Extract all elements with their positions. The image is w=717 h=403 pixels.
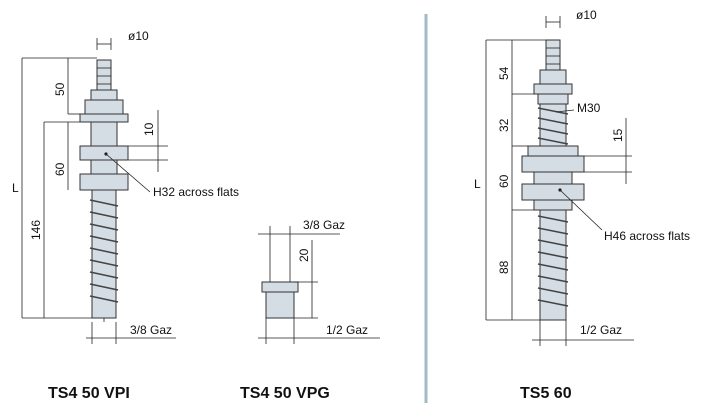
drawing-ts4-50-vpi: ø10 L 50 60 146 10 H32 across flats 3/8 … (12, 29, 239, 402)
vpi-dim-50: 50 (53, 82, 67, 96)
vpi-hose-barb (96, 59, 112, 91)
ts5-dim-32: 32 (497, 118, 511, 132)
vpi-top-nut (84, 99, 124, 115)
vpi-dim-L: L (12, 181, 19, 195)
ts5-nut-h46 (521, 183, 585, 201)
vpi-body (90, 121, 118, 147)
vpi-dim-10: 10 (142, 122, 156, 136)
ts5-dim-diameter: ø10 (576, 8, 597, 22)
ts5-lower-spring (537, 215, 569, 307)
vpi-nut-h32 (79, 145, 129, 161)
vpg-dim-bottom-thread: 1/2 Gaz (326, 323, 368, 337)
vpg-title: TS4 50 VPG (240, 385, 330, 402)
vpi-lower-nut (79, 173, 129, 191)
vpi-title: TS4 50 VPI (48, 385, 130, 402)
vpi-flats-note: H32 across flats (153, 185, 239, 199)
ts5-upper-spring (537, 107, 569, 145)
ts5-thread-note: 1/2 Gaz (580, 323, 622, 337)
drawing-ts4-50-vpg: 3/8 Gaz 20 1/2 Gaz TS4 50 VPG (240, 218, 380, 402)
ts5-dim-L: L (474, 177, 481, 191)
ts5-nut-upper (521, 155, 585, 173)
ts5-dim-15: 15 (611, 128, 625, 142)
vpi-thread-note: 3/8 Gaz (130, 323, 172, 337)
ts5-top-nut (533, 83, 573, 95)
ts5-hose-barb (545, 39, 561, 71)
drawing-ts5-60: ø10 L 54 32 60 88 M30 15 H46 across flat… (474, 8, 690, 402)
vpg-dim-top-thread: 3/8 Gaz (303, 218, 345, 232)
vpi-dim-diameter: ø10 (128, 29, 149, 43)
ts5-flats-note: H46 across flats (604, 229, 690, 243)
vpg-hex (261, 281, 299, 293)
vpg-body (265, 291, 295, 319)
ts5-dim-M30: M30 (577, 101, 601, 115)
vpi-dim-60: 60 (53, 162, 67, 176)
ts5-dim-60: 60 (497, 174, 511, 188)
ts5-title: TS5 60 (520, 385, 572, 402)
ts5-dim-88: 88 (497, 260, 511, 274)
vpg-dim-20: 20 (297, 248, 311, 262)
vpi-dim-146: 146 (29, 220, 43, 240)
vpi-spring (89, 199, 119, 303)
ts5-dim-54: 54 (497, 66, 511, 80)
